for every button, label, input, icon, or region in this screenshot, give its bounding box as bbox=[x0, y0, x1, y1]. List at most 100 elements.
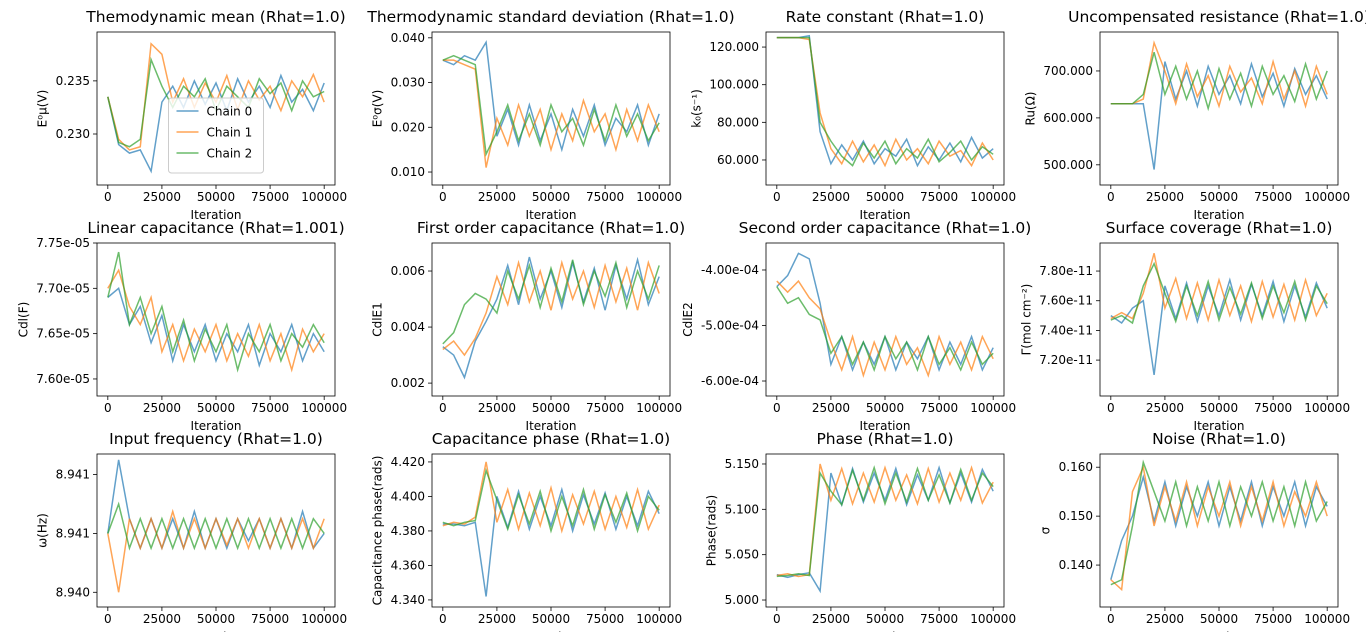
trace-line bbox=[776, 463, 994, 578]
subplot-title: Input frequency (Rhat=1.0) bbox=[109, 430, 323, 448]
y-tick-label: 0.230 bbox=[56, 127, 90, 141]
y-tick-label: 0.002 bbox=[391, 376, 425, 390]
trace-line bbox=[442, 40, 660, 153]
trace-line bbox=[1110, 51, 1328, 112]
x-tick-label: 75000 bbox=[920, 401, 958, 415]
y-tick-label: 7.60e-05 bbox=[36, 372, 90, 386]
y-tick-label: 7.20e-11 bbox=[1039, 353, 1093, 367]
subplot-title: Thermodynamic standard deviation (Rhat=1… bbox=[366, 8, 734, 26]
trace-line bbox=[1110, 61, 1328, 170]
y-tick-label: 0.030 bbox=[391, 76, 425, 90]
subplot-title: Second order capacitance (Rhat=1.0) bbox=[739, 219, 1032, 237]
x-tick-label: 100000 bbox=[970, 190, 1016, 204]
x-tick-label: 75000 bbox=[586, 612, 624, 626]
x-tick-label: 25000 bbox=[143, 190, 181, 204]
y-tick-label: 0.160 bbox=[1059, 460, 1093, 474]
y-tick-label: 7.65e-05 bbox=[36, 327, 90, 341]
x-tick-label: 75000 bbox=[586, 401, 624, 415]
trace-line bbox=[107, 251, 325, 373]
trace-line bbox=[442, 467, 660, 534]
trace-line bbox=[1110, 464, 1328, 592]
subplot: 0 25000 50000 75000 100000 0.010 0.020 0.030 0.0… bbox=[366, 8, 734, 222]
trace-line bbox=[442, 259, 660, 345]
x-axis-label: Iteration bbox=[526, 630, 577, 632]
y-tick-label: -4.00e-04 bbox=[701, 263, 759, 277]
subplot: 0 25000 50000 75000 100000 -6.00e-04 -5.00e-04… bbox=[681, 219, 1031, 433]
x-axis-label: Iteration bbox=[1194, 208, 1245, 222]
y-tick-label: 7.70e-05 bbox=[36, 281, 90, 295]
trace-line bbox=[442, 256, 660, 380]
x-tick-label: 50000 bbox=[197, 401, 235, 415]
x-tick-label: 25000 bbox=[143, 401, 181, 415]
x-tick-label: 75000 bbox=[251, 401, 289, 415]
y-tick-label: -6.00e-04 bbox=[701, 374, 759, 388]
subplot-title: Linear capacitance (Rhat=1.001) bbox=[87, 219, 344, 237]
y-tick-label: 8.940 bbox=[56, 585, 90, 599]
axes-frame bbox=[765, 242, 1005, 397]
trace-line bbox=[107, 459, 325, 551]
trace-line bbox=[442, 59, 660, 168]
x-tick-label: 75000 bbox=[586, 190, 624, 204]
axes-frame bbox=[1099, 453, 1339, 608]
x-tick-label: 25000 bbox=[812, 401, 850, 415]
x-tick-label: 50000 bbox=[866, 612, 904, 626]
y-tick-label: 600.000 bbox=[1043, 111, 1093, 125]
y-axis-label: k₀(s⁻¹) bbox=[689, 89, 703, 128]
subplot: 0 25000 50000 75000 100000 8.940 8.941 8.941 ω(H… bbox=[36, 430, 347, 632]
y-tick-label: 120.000 bbox=[709, 40, 759, 54]
y-tick-label: 8.941 bbox=[56, 468, 90, 482]
x-tick-label: 75000 bbox=[251, 190, 289, 204]
y-tick-label: 7.40e-11 bbox=[1039, 323, 1093, 337]
y-tick-label: 5.000 bbox=[725, 593, 759, 607]
x-tick-label: 50000 bbox=[866, 401, 904, 415]
trace-line bbox=[1110, 40, 1328, 109]
x-tick-label: 0 bbox=[439, 401, 447, 415]
subplot: 0 25000 50000 75000 100000 60.000 80.000 100.00… bbox=[689, 8, 1016, 222]
y-tick-label: 0.010 bbox=[391, 165, 425, 179]
x-tick-label: 0 bbox=[773, 401, 781, 415]
subplot-title: Uncompensated resistance (Rhat=1.0) bbox=[1068, 8, 1366, 26]
y-axis-label: Phase(rads) bbox=[705, 495, 719, 566]
subplot-title: First order capacitance (Rhat=1.0) bbox=[417, 219, 685, 237]
y-tick-label: 7.80e-11 bbox=[1039, 264, 1093, 278]
subplot: 0 25000 50000 75000 100000 7.20e-11 7.40e-11 7.… bbox=[1019, 219, 1350, 433]
x-tick-label: 100000 bbox=[1304, 190, 1350, 204]
x-tick-label: 50000 bbox=[1200, 190, 1238, 204]
y-tick-label: 100.000 bbox=[709, 78, 759, 92]
x-tick-label: 100000 bbox=[301, 190, 347, 204]
y-axis-label: CdlE1 bbox=[371, 302, 385, 337]
trace-line bbox=[442, 259, 660, 357]
x-axis-label: Iteration bbox=[1194, 630, 1245, 632]
y-axis-label: Γ(mol cm⁻²) bbox=[1019, 284, 1033, 356]
x-tick-label: 0 bbox=[439, 190, 447, 204]
y-tick-label: 4.400 bbox=[391, 489, 425, 503]
subplot-title: Capacitance phase (Rhat=1.0) bbox=[432, 430, 670, 448]
x-tick-label: 0 bbox=[773, 612, 781, 626]
subplot-title: Phase (Rhat=1.0) bbox=[816, 430, 953, 448]
x-axis-label: Iteration bbox=[191, 419, 242, 433]
x-tick-label: 25000 bbox=[812, 612, 850, 626]
y-tick-label: 0.006 bbox=[391, 264, 425, 278]
subplot-title: Surface coverage (Rhat=1.0) bbox=[1106, 219, 1333, 237]
trace-line bbox=[107, 287, 325, 368]
y-axis-label: Capacitance phase(rads) bbox=[371, 456, 385, 606]
y-tick-label: 4.360 bbox=[391, 558, 425, 572]
y-tick-label: 7.75e-05 bbox=[36, 236, 90, 250]
x-tick-label: 25000 bbox=[812, 190, 850, 204]
y-tick-label: 4.420 bbox=[391, 455, 425, 469]
x-tick-label: 50000 bbox=[197, 612, 235, 626]
trace-line bbox=[776, 34, 994, 168]
subplot: 0 25000 50000 75000 100000 0.230 0.235 E⁰μ(V) It… bbox=[36, 8, 347, 222]
trace-line bbox=[776, 279, 994, 379]
x-tick-label: 100000 bbox=[636, 190, 682, 204]
x-tick-label: 50000 bbox=[532, 612, 570, 626]
y-tick-label: 7.60e-11 bbox=[1039, 294, 1093, 308]
x-tick-label: 50000 bbox=[532, 190, 570, 204]
x-tick-label: 50000 bbox=[866, 190, 904, 204]
legend-label: Chain 2 bbox=[207, 147, 253, 161]
trace-line bbox=[442, 54, 660, 157]
trace-line bbox=[1110, 261, 1328, 325]
x-axis-label: Iteration bbox=[860, 208, 911, 222]
